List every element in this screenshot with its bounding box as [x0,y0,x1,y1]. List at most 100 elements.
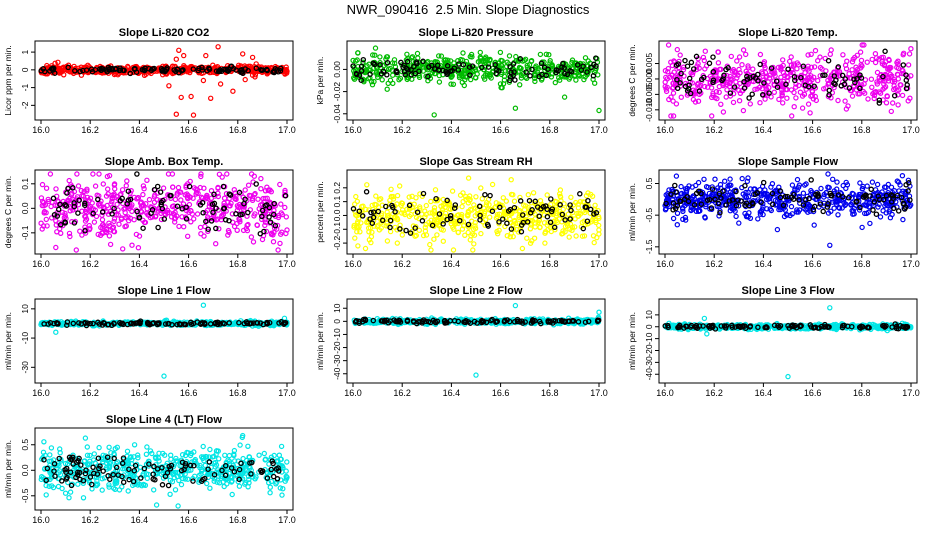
y-tick-label: 10 [20,304,30,314]
x-tick-label: 16.4 [443,125,461,135]
data-point [384,54,391,60]
data-point-reference [397,226,403,232]
data-point [239,51,246,57]
data-point [460,73,466,80]
data-point-reference [358,77,364,83]
data-point [532,75,538,82]
plot-frame [34,169,294,255]
data-point [497,49,504,56]
data-point [353,193,359,200]
data-point [892,85,899,92]
data-point [140,191,146,198]
x-tick-label: 16.2 [81,259,99,269]
x-tick-label: 17.0 [590,259,608,269]
data-point [882,84,889,90]
data-point [813,97,820,104]
data-point [379,77,385,83]
data-point [709,94,715,101]
data-point [747,101,754,107]
data-point-reference [180,67,186,73]
data-point [194,211,201,217]
data-point-reference [820,72,826,78]
data-point-reference [785,66,791,72]
data-point-reference [117,67,124,73]
data-point [690,69,696,75]
data-point [500,81,507,87]
data-point [825,171,831,177]
data-point-reference [673,189,679,195]
data-point [868,76,875,82]
data-point [835,212,841,218]
data-point-reference [482,191,488,198]
y-tick-label: 1 [20,49,30,54]
data-point-reference [672,182,678,189]
data-point [53,329,59,335]
data-point-reference [826,87,833,94]
data-point [384,238,391,244]
data-point [364,63,370,69]
data-point [806,78,813,85]
data-point [431,112,437,118]
data-point [489,181,496,188]
data-point-reference [682,57,688,64]
data-point-reference [868,186,874,193]
data-point [255,196,261,202]
data-point [492,59,499,66]
data-point-reference [456,61,462,67]
data-point-reference [62,219,68,225]
data-point-reference [50,195,57,202]
x-tick-label: 16.2 [393,125,411,135]
data-point [405,75,412,81]
data-point [524,235,530,241]
data-point [716,83,723,90]
data-point [427,241,433,248]
data-point-reference [120,67,126,73]
data-point-reference [674,76,680,83]
data-point-reference [213,205,219,211]
data-point [92,183,99,189]
data-point [436,53,442,59]
y-tick-label: 0.000 [644,68,654,90]
data-point-reference [163,66,170,73]
data-point-reference [529,66,535,73]
data-point-reference [360,56,367,63]
data-point-reference [858,75,865,81]
data-point-reference [562,70,568,77]
data-point [840,52,846,58]
data-point [543,51,550,58]
data-point [809,88,816,94]
data-point [733,213,739,220]
data-point [774,226,781,233]
data-point [885,78,892,84]
data-point [905,98,911,104]
data-point [690,96,697,103]
y-tick-label: -0.02 [332,82,342,102]
data-point [811,222,817,228]
data-point [713,70,719,76]
data-point [384,86,390,92]
data-point-reference [903,77,910,83]
data-point [727,83,733,90]
data-point [436,79,443,85]
data-point [670,215,677,222]
data-point [888,108,895,115]
data-point [224,171,230,177]
data-point [662,79,668,85]
data-point [557,77,563,83]
data-point [895,102,901,108]
data-point-reference [99,209,106,215]
data-point-reference [77,68,83,75]
data-point-reference [440,67,446,74]
data-point [369,81,376,88]
data-point-reference [88,66,95,72]
data-point-reference [684,88,691,94]
data-point [797,89,804,95]
data-point [364,182,370,188]
data-point [905,62,912,68]
x-tick-label: 16.6 [180,259,198,269]
data-point [859,224,865,231]
data-point-reference [590,73,597,79]
data-point-reference [496,68,502,74]
data-point-reference [141,67,147,73]
data-point [100,181,107,187]
